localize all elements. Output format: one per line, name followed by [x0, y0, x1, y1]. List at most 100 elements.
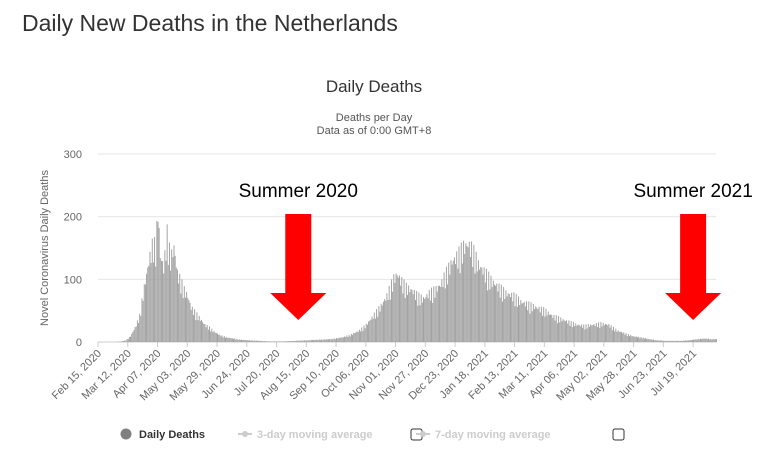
bar [499, 297, 501, 342]
bar [601, 326, 603, 342]
bar [445, 266, 447, 342]
bar [558, 316, 560, 342]
bar [305, 340, 307, 342]
bar [510, 297, 511, 342]
bar [610, 325, 612, 342]
bar [551, 314, 553, 342]
legend-checkbox[interactable] [612, 428, 625, 441]
bar [505, 290, 507, 342]
bar [275, 341, 277, 342]
legend-item-daily-deaths[interactable]: Daily Deaths [120, 428, 206, 442]
bar [457, 268, 459, 342]
bar [466, 246, 468, 342]
bar [396, 275, 398, 342]
bar [495, 285, 497, 342]
bar-series-daily-deaths [117, 220, 717, 342]
bar [423, 297, 424, 342]
bar [540, 306, 542, 342]
y-tick-label: 100 [64, 274, 82, 286]
bar [567, 323, 569, 342]
bar [532, 303, 534, 342]
bar [547, 311, 549, 342]
bar [204, 324, 206, 342]
bar [144, 284, 146, 342]
bar [388, 285, 390, 342]
bar [270, 341, 272, 342]
bar [386, 293, 388, 342]
bar [178, 283, 180, 342]
bar [617, 330, 619, 342]
bar [420, 294, 422, 342]
bar [292, 341, 294, 342]
bar [590, 324, 592, 342]
bar [127, 338, 129, 342]
bar [162, 261, 164, 342]
bar [366, 324, 368, 342]
bar [649, 339, 651, 342]
bar [675, 340, 677, 342]
bar [382, 301, 384, 342]
bar [394, 282, 396, 342]
bar [176, 269, 178, 342]
bar [300, 340, 302, 342]
bar [710, 338, 712, 342]
bar [301, 340, 303, 342]
bar [349, 336, 351, 342]
bar [330, 339, 332, 342]
bar [552, 317, 554, 342]
bar [402, 293, 404, 342]
bar [537, 309, 539, 342]
bar [519, 305, 521, 342]
bar [427, 298, 429, 342]
bar [417, 305, 419, 342]
bar [219, 334, 221, 342]
bar [228, 337, 230, 342]
bar [415, 299, 416, 342]
bar [574, 326, 576, 342]
bar [579, 326, 581, 342]
bar [405, 282, 407, 342]
bar [450, 260, 452, 342]
bar [442, 287, 444, 342]
bar [536, 307, 538, 342]
bar [243, 339, 245, 342]
bar [186, 291, 188, 342]
bar [376, 309, 378, 342]
bar [621, 331, 622, 342]
bar [244, 340, 246, 342]
bar [640, 336, 642, 342]
bar [563, 320, 565, 342]
bar [124, 340, 126, 342]
bar [691, 339, 693, 342]
bar [171, 249, 173, 342]
bar [201, 319, 202, 342]
bar [460, 242, 462, 342]
bar [467, 247, 469, 342]
bar [325, 339, 327, 342]
bar [381, 305, 383, 342]
bar [278, 341, 280, 342]
down-arrow-icon [665, 214, 722, 320]
bar [257, 340, 259, 342]
bar [328, 339, 329, 342]
bar [662, 340, 664, 342]
bar [591, 325, 593, 342]
legend-item-7-day-moving-average[interactable]: 7-day moving average [416, 429, 551, 441]
bar [645, 338, 647, 342]
bar [489, 289, 491, 342]
legend-item-3-day-moving-average[interactable]: 3-day moving average [238, 429, 373, 441]
bar [449, 274, 451, 342]
y-axis-label: Novel Coronavirus Daily Deaths [39, 170, 51, 326]
bar [261, 340, 263, 342]
bar [695, 339, 697, 342]
bar [197, 320, 199, 342]
bar [158, 227, 160, 342]
bar [713, 339, 715, 342]
bar [165, 260, 167, 342]
bar [250, 340, 252, 342]
bar [348, 334, 350, 342]
bar [689, 340, 691, 342]
bar [513, 292, 515, 342]
bar [607, 325, 609, 342]
bar [159, 258, 161, 342]
